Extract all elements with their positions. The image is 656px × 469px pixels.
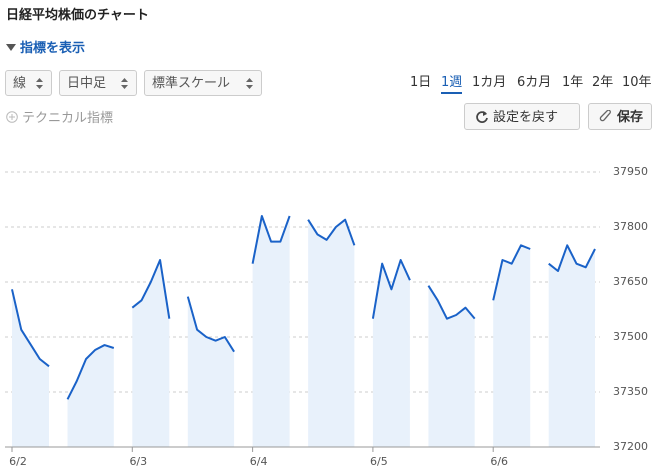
y-tick-label: 37950 (613, 165, 648, 178)
period-tab[interactable]: 2年 (592, 75, 614, 90)
x-tick-label: 6/4 (250, 455, 268, 468)
area (252, 216, 290, 447)
price-line (11, 215, 596, 400)
dropdown[interactable]: 標準スケール (144, 70, 262, 96)
period-tab[interactable]: 1日 (410, 75, 432, 90)
dropdown-label: 標準スケール (152, 76, 231, 91)
x-tick-label: 6/2 (9, 455, 27, 468)
area (372, 260, 410, 447)
technical-indicator[interactable]: テクニカル指標 (6, 107, 113, 126)
period-tab[interactable]: 1年 (562, 75, 584, 90)
button-label: 設定を戻す (493, 110, 559, 125)
area (67, 345, 114, 447)
x-tick-label: 6/3 (129, 455, 147, 468)
technical-label: テクニカル指標 (22, 111, 114, 126)
button-label: 保存 (617, 110, 644, 125)
area (132, 260, 170, 447)
reset-button[interactable]: 設定を戻す (464, 103, 580, 130)
period-tab[interactable]: 1週 (441, 71, 463, 94)
y-tick-label: 37350 (613, 385, 648, 398)
area (493, 245, 531, 447)
dropdown[interactable]: 線 (5, 70, 52, 96)
indicator-toggle[interactable]: 指標を表示 (6, 37, 85, 56)
area (12, 289, 50, 447)
period-tab[interactable]: 10年 (622, 75, 652, 90)
y-tick-label: 37500 (613, 330, 648, 343)
area (187, 296, 235, 447)
x-tick-label: 6/5 (370, 455, 388, 468)
y-tick-label: 37800 (613, 220, 648, 233)
toggle-label: 指標を表示 (20, 41, 86, 56)
period-tab[interactable]: 6カ月 (517, 75, 552, 90)
y-tick-label: 37650 (613, 275, 648, 288)
page-title: 日経平均株価のチャート (6, 8, 149, 23)
period-tab[interactable]: 1カ月 (472, 75, 507, 90)
dropdown[interactable]: 日中足 (59, 70, 137, 96)
area (548, 245, 595, 447)
y-tick-label: 37200 (613, 440, 648, 453)
x-tick-label: 6/6 (490, 455, 508, 468)
area (308, 219, 355, 447)
dropdown-label: 線 (13, 76, 27, 91)
area (428, 285, 475, 447)
dropdown-label: 日中足 (67, 76, 107, 91)
save-button[interactable]: 保存 (588, 103, 652, 130)
